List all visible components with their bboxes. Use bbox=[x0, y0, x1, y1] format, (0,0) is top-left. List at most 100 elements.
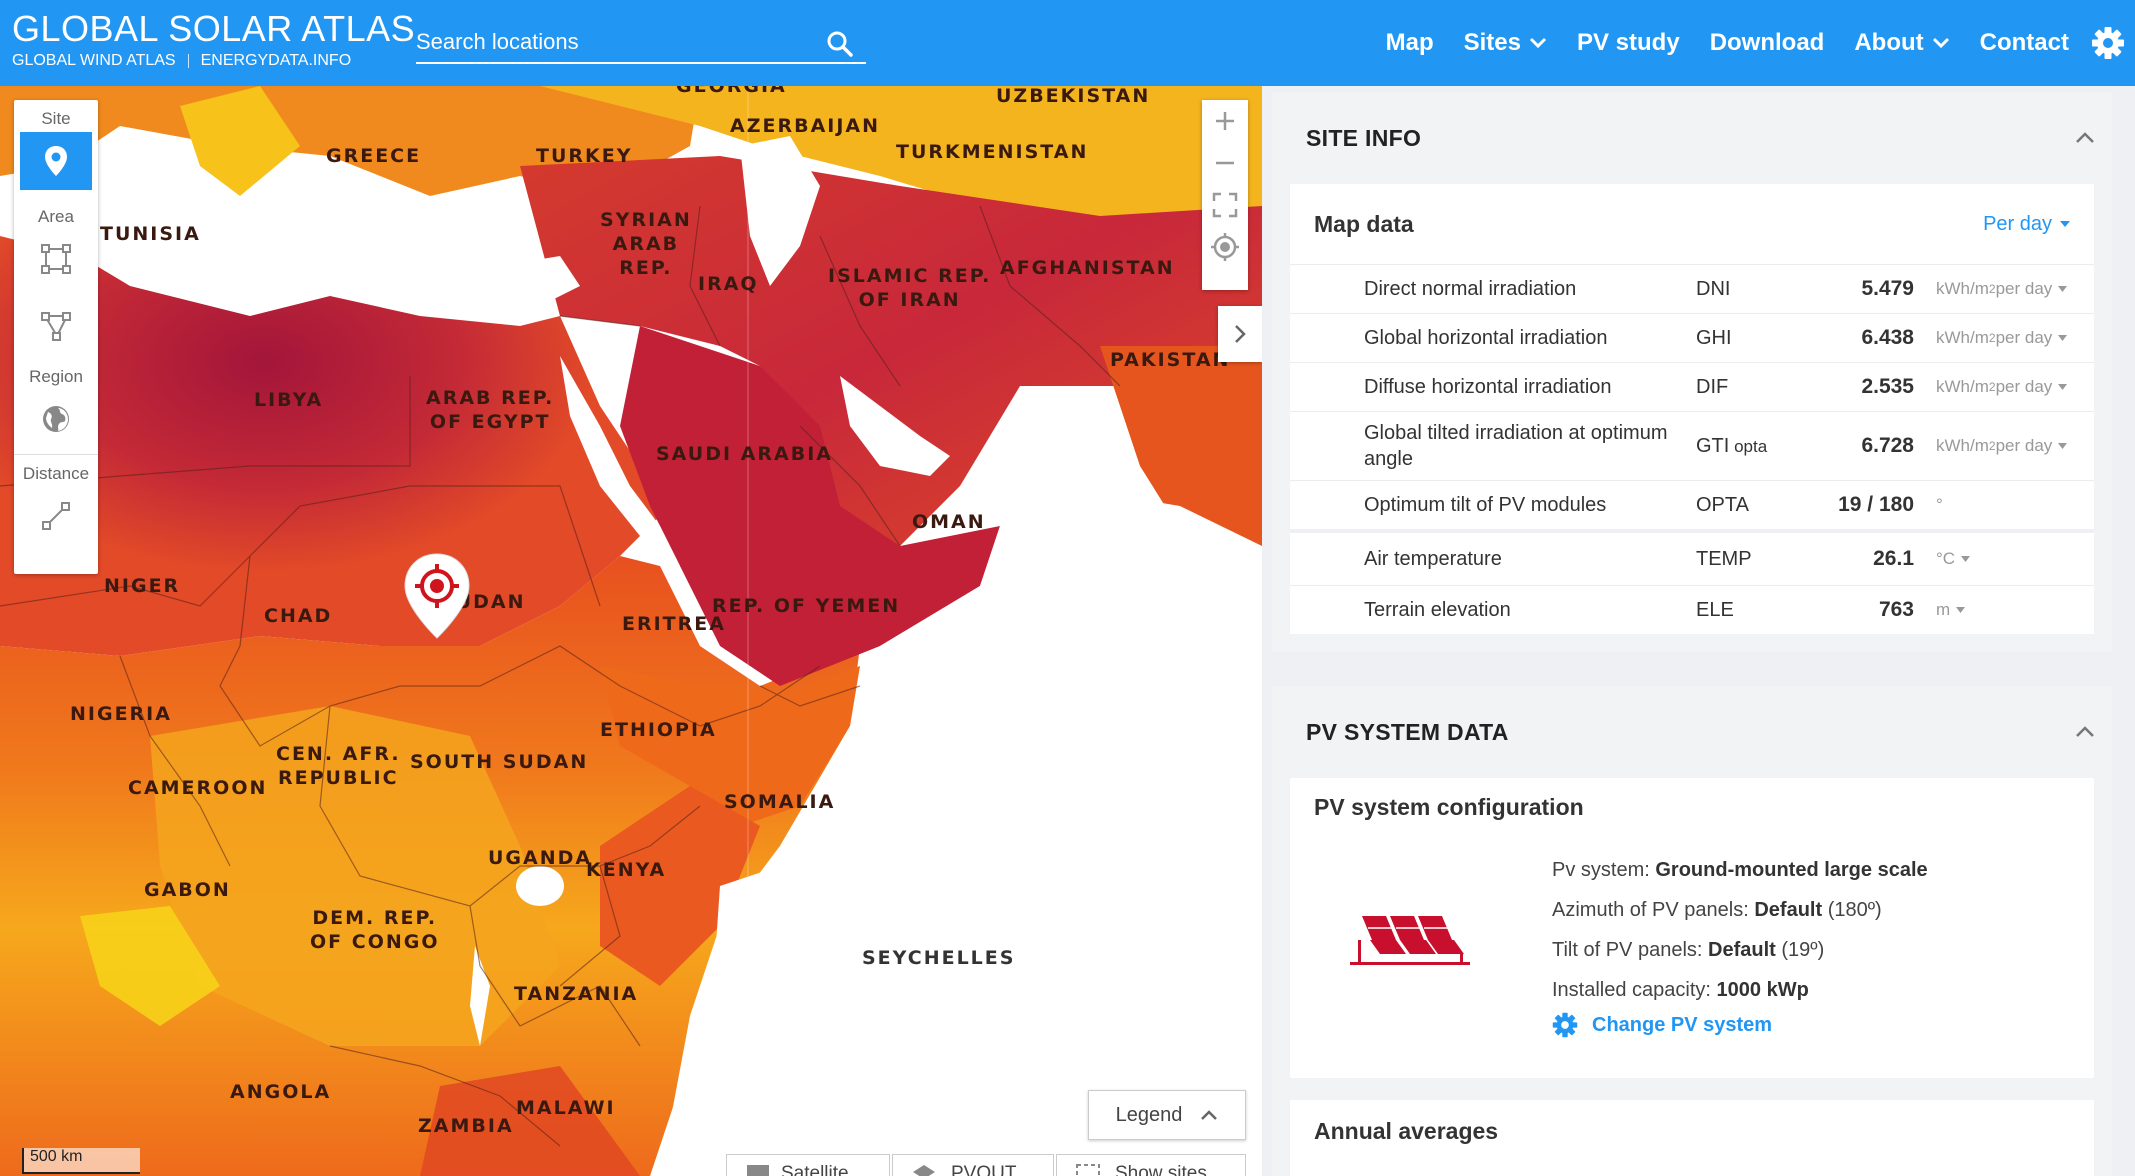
per-day-dropdown[interactable]: Per day bbox=[1983, 213, 2070, 236]
unit-label: kWh/m bbox=[1936, 377, 1989, 396]
unit-dropdown[interactable]: kWh/m 2 per day bbox=[1936, 328, 2068, 348]
unit-label: m bbox=[1936, 600, 1951, 619]
pv-config-title: PV system configuration bbox=[1314, 794, 1584, 820]
zoom-in-button[interactable] bbox=[1202, 100, 1248, 142]
area-tool-button[interactable] bbox=[20, 230, 92, 288]
chevron-up-icon[interactable] bbox=[2074, 725, 2096, 739]
map-view[interactable]: GEORGIA UZBEKISTAN AZERBAIJAN GREECE TUR… bbox=[0, 86, 1262, 1176]
unit-dropdown[interactable]: kWh/m 2 per day bbox=[1936, 377, 2068, 397]
nav-sites[interactable]: Sites bbox=[1464, 29, 1547, 57]
map-data-section: Map data Per day Direct normal irradiati… bbox=[1290, 184, 2094, 634]
unit-label: kWh/m bbox=[1936, 279, 1989, 298]
sites-icon bbox=[1076, 1164, 1100, 1176]
map-label-tanzania: TANZANIA bbox=[514, 983, 639, 1005]
my-location-button[interactable] bbox=[1202, 226, 1248, 268]
nav-map[interactable]: Map bbox=[1386, 29, 1434, 57]
map-label-syria: SYRIAN ARAB REP. bbox=[600, 208, 692, 280]
site-data-table: Direct normal irradiation DNI 5.479 kWh/m 2 … bbox=[1290, 264, 2094, 634]
legend-button[interactable]: Legend bbox=[1088, 1090, 1246, 1140]
map-label-iraq: IRAQ bbox=[698, 273, 759, 295]
site-title[interactable]: GLOBAL SOLAR ATLAS bbox=[12, 8, 416, 49]
site-data-value: 26.1 bbox=[1873, 547, 1914, 570]
satellite-layer-button[interactable]: Satellite bbox=[726, 1154, 890, 1176]
site-info-header[interactable]: SITE INFO bbox=[1272, 92, 2112, 184]
map-label-pakistan: PAKISTAN bbox=[1110, 349, 1231, 371]
polygon-area-icon bbox=[41, 244, 71, 274]
unit-dropdown[interactable]: m bbox=[1936, 600, 1966, 620]
search-icon[interactable] bbox=[826, 30, 854, 63]
selected-site-marker[interactable] bbox=[402, 552, 472, 647]
capacity-line: Installed capacity: 1000 kWp bbox=[1552, 970, 1928, 1010]
multi-area-tool-button[interactable] bbox=[20, 298, 92, 356]
ground-mounted-pv-icon bbox=[1350, 916, 1470, 965]
site-data-abbr: OPTA bbox=[1696, 494, 1806, 517]
plus-icon bbox=[1216, 112, 1234, 130]
nav-download[interactable]: Download bbox=[1710, 29, 1825, 57]
energydata-link[interactable]: ENERGYDATA.INFO bbox=[200, 52, 352, 69]
nav-contact[interactable]: Contact bbox=[1980, 29, 2069, 57]
pv-system-line: Pv system: Ground-mounted large scale bbox=[1552, 850, 1928, 890]
site-data-value: 6.438 bbox=[1861, 326, 1914, 349]
global-wind-atlas-link[interactable]: GLOBAL WIND ATLAS bbox=[12, 52, 176, 69]
pv-system-header[interactable]: PV SYSTEM DATA bbox=[1272, 686, 2112, 778]
map-label-niger: NIGER bbox=[104, 575, 181, 597]
site-data-abbr: ELE bbox=[1696, 599, 1806, 622]
map-data-title: Map data bbox=[1314, 210, 1414, 237]
unit-label: kWh/m bbox=[1936, 436, 1989, 455]
tilt-label: Tilt of PV panels: bbox=[1552, 939, 1703, 961]
map-label-zambia: ZAMBIA bbox=[418, 1115, 514, 1137]
map-label-angola: ANGOLA bbox=[230, 1081, 332, 1103]
distance-tool-button[interactable] bbox=[20, 487, 92, 545]
site-data-value: 6.728 bbox=[1861, 434, 1914, 457]
change-pv-system-label: Change PV system bbox=[1592, 1013, 1773, 1036]
map-tool-panel: Site Area Region Distance bbox=[14, 100, 98, 574]
nav-download-label: Download bbox=[1709, 29, 1825, 56]
nav-map-label: Map bbox=[1385, 29, 1434, 56]
caret-down-icon bbox=[2058, 335, 2068, 341]
crosshair-location-icon bbox=[1211, 233, 1239, 261]
map-label-ethiopia: ETHIOPIA bbox=[600, 719, 717, 741]
unit-dropdown[interactable]: kWh/m 2 per day bbox=[1936, 279, 2068, 299]
unit-label: °C bbox=[1936, 549, 1956, 568]
site-data-name: Optimum tilt of PV modules bbox=[1364, 494, 1607, 516]
show-sites-button[interactable]: Show sites bbox=[1056, 1154, 1246, 1176]
brand: GLOBAL SOLAR ATLAS GLOBAL WIND ATLAS ENER… bbox=[12, 10, 415, 70]
chevron-down-icon bbox=[1932, 37, 1949, 49]
search-input[interactable] bbox=[416, 24, 816, 60]
map-label-yemen: REP. OF YEMEN bbox=[712, 595, 901, 617]
collapse-panel-button[interactable] bbox=[1218, 306, 1262, 362]
gear-icon bbox=[1552, 1012, 1578, 1038]
fullscreen-button[interactable] bbox=[1202, 184, 1248, 226]
nav-about[interactable]: About bbox=[1854, 29, 1949, 57]
site-data-abbr-main: DIF bbox=[1696, 375, 1729, 398]
divider bbox=[187, 53, 189, 68]
chevron-up-icon[interactable] bbox=[2074, 131, 2096, 145]
map-label-syria-line1: SYRIAN bbox=[600, 209, 692, 231]
azimuth-line: Azimuth of PV panels: Default (180º) bbox=[1552, 890, 1928, 930]
site-data-abbr: DIF bbox=[1696, 376, 1806, 399]
unit-dropdown[interactable]: kWh/m 2 per day bbox=[1936, 436, 2068, 456]
site-data-row: Diffuse horizontal irradiation DIF 2.535 kW… bbox=[1290, 362, 2094, 411]
map-label-iran: ISLAMIC REP. OF IRAN bbox=[828, 264, 991, 312]
caret-down-icon bbox=[2058, 384, 2068, 390]
legend-label: Legend bbox=[1115, 1103, 1183, 1126]
zoom-out-button[interactable] bbox=[1202, 142, 1248, 184]
pv-config-details: Pv system: Ground-mounted large scale Az… bbox=[1552, 850, 1928, 1010]
unit-dropdown[interactable]: °C bbox=[1936, 549, 1971, 569]
node-shape-icon bbox=[41, 312, 71, 341]
site-data-name: Terrain elevation bbox=[1364, 599, 1511, 621]
pvout-label: PVOUT bbox=[951, 1163, 1017, 1176]
map-label-car: CEN. AFR. REPUBLIC bbox=[276, 742, 401, 790]
pvout-layer-button[interactable]: PVOUT bbox=[892, 1154, 1054, 1176]
divider bbox=[14, 454, 98, 455]
pv-system-card: PV SYSTEM DATA PV system configuration bbox=[1272, 686, 2112, 1176]
gear-icon[interactable] bbox=[2091, 26, 2125, 65]
map-label-uganda: UGANDA bbox=[488, 847, 593, 869]
change-pv-system-button[interactable]: Change PV system bbox=[1552, 1012, 1772, 1038]
site-tool-button[interactable] bbox=[20, 132, 92, 190]
site-info-title: SITE INFO bbox=[1306, 124, 1422, 151]
chevron-right-icon bbox=[1235, 325, 1246, 343]
nav-pv-study[interactable]: PV study bbox=[1577, 29, 1680, 57]
region-tool-button[interactable] bbox=[20, 390, 92, 448]
unit-suffix: per day bbox=[1995, 328, 2053, 347]
